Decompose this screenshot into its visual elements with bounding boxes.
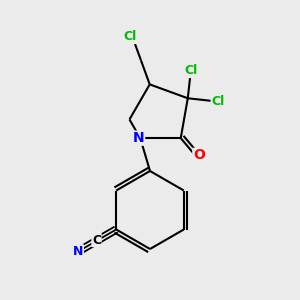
Text: Cl: Cl [211, 95, 224, 108]
Text: C: C [92, 233, 101, 247]
Text: N: N [133, 131, 145, 145]
Text: N: N [73, 245, 83, 258]
Text: Cl: Cl [184, 64, 198, 77]
Text: O: O [193, 148, 205, 162]
Text: Cl: Cl [123, 31, 136, 44]
